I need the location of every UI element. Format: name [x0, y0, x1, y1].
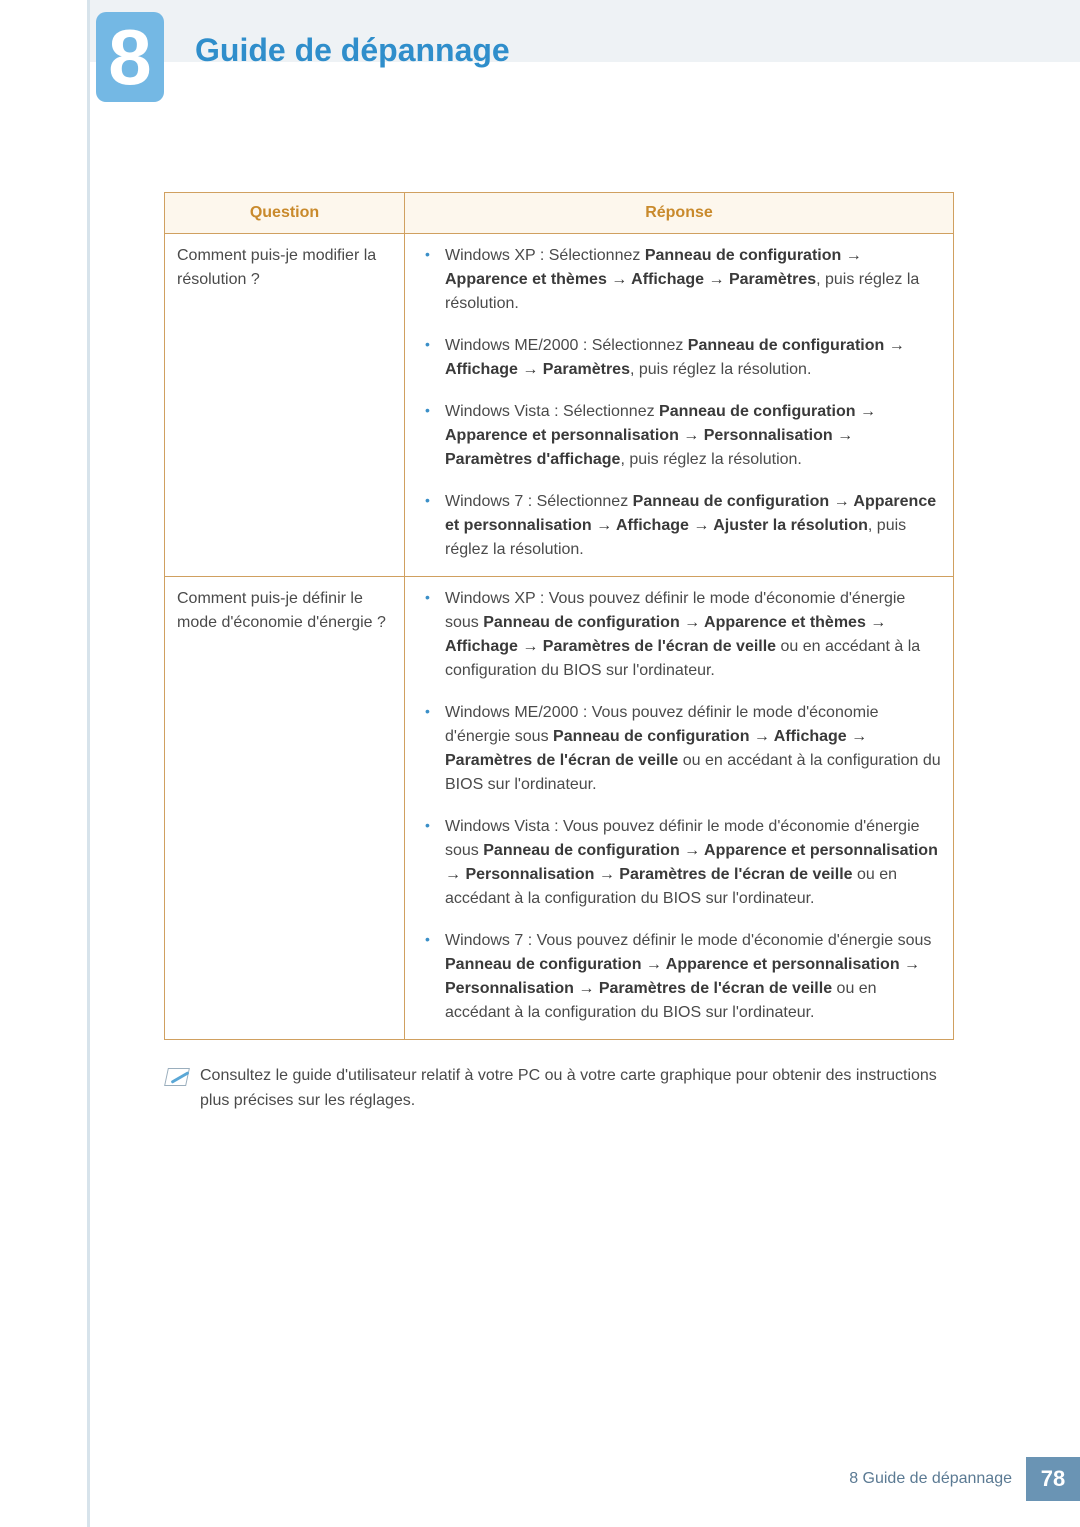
response-list: Windows XP : Sélectionnez Panneau de con… [417, 244, 941, 562]
table-row: Comment puis-je modifier la résolution ?… [165, 234, 954, 577]
response-item: Windows ME/2000 : Vous pouvez définir le… [417, 701, 941, 797]
footer: 8 Guide de dépannage 78 [849, 1457, 1080, 1501]
response-item: Windows XP : Sélectionnez Panneau de con… [417, 244, 941, 316]
response-item: Windows ME/2000 : Sélectionnez Panneau d… [417, 334, 941, 382]
note-block: Consultez le guide d'utilisateur relatif… [164, 1064, 954, 1114]
response-cell: Windows XP : Sélectionnez Panneau de con… [405, 234, 954, 577]
header-question: Question [165, 193, 405, 234]
response-list: Windows XP : Vous pouvez définir le mode… [417, 587, 941, 1025]
qa-table: Question Réponse Comment puis-je modifie… [164, 192, 954, 1040]
qa-tbody: Comment puis-je modifier la résolution ?… [165, 234, 954, 1040]
response-item: Windows 7 : Vous pouvez définir le mode … [417, 929, 941, 1025]
response-item: Windows Vista : Vous pouvez définir le m… [417, 815, 941, 911]
response-item: Windows 7 : Sélectionnez Panneau de conf… [417, 490, 941, 562]
chapter-number: 8 [108, 12, 151, 103]
response-cell: Windows XP : Vous pouvez définir le mode… [405, 577, 954, 1040]
table-row: Comment puis-je définir le mode d'économ… [165, 577, 954, 1040]
content-area: Question Réponse Comment puis-je modifie… [164, 192, 954, 1114]
chapter-number-box: 8 [96, 12, 164, 102]
chapter-title: Guide de dépannage [195, 32, 510, 69]
response-item: Windows Vista : Sélectionnez Panneau de … [417, 400, 941, 472]
response-item: Windows XP : Vous pouvez définir le mode… [417, 587, 941, 683]
note-icon [164, 1066, 200, 1090]
footer-text: 8 Guide de dépannage [849, 1470, 1012, 1488]
question-cell: Comment puis-je modifier la résolution ? [165, 234, 405, 577]
table-header-row: Question Réponse [165, 193, 954, 234]
question-cell: Comment puis-je définir le mode d'économ… [165, 577, 405, 1040]
note-text: Consultez le guide d'utilisateur relatif… [200, 1064, 954, 1114]
header-reponse: Réponse [405, 193, 954, 234]
side-rule [87, 0, 90, 1527]
footer-page: 78 [1026, 1457, 1080, 1501]
